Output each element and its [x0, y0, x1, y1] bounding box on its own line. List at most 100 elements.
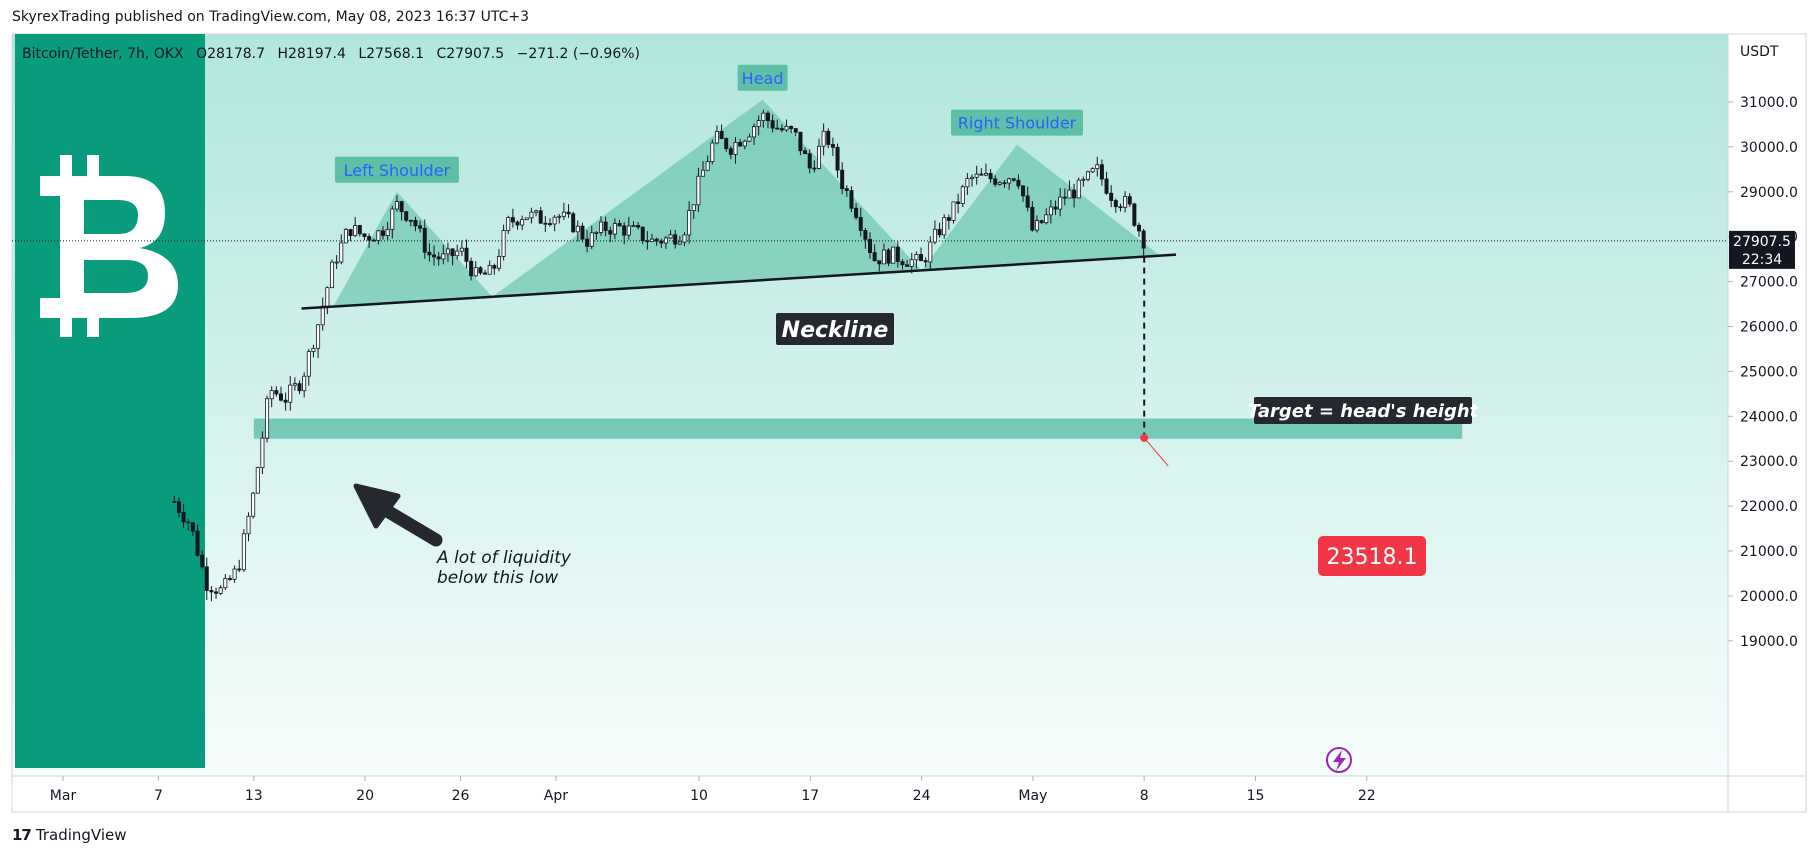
right-shoulder-label[interactable]: Right Shoulder [951, 109, 1083, 136]
candle [598, 216, 603, 236]
current-price-tag: 27907.5 22:34 [1729, 230, 1795, 269]
candle [1104, 171, 1109, 195]
candle [1123, 191, 1128, 213]
candle [608, 226, 613, 243]
head-label[interactable]: Head [737, 64, 788, 91]
candle [181, 503, 186, 528]
candle [812, 160, 817, 173]
open-value: O28178.7 [196, 46, 265, 62]
candle [585, 229, 590, 253]
candle [1030, 201, 1035, 232]
price-tick-label: 31000.0 [1740, 95, 1798, 111]
time-tick-label: 15 [1247, 788, 1265, 804]
candle [506, 215, 511, 234]
target-label[interactable]: Target = head's height [1248, 397, 1480, 424]
time-tick-label: 24 [913, 788, 931, 804]
candle [654, 237, 659, 246]
candle [756, 115, 761, 136]
liquidity-note-line2: below this low [437, 568, 558, 588]
price-tick-label: 24000.0 [1740, 409, 1798, 425]
candle [789, 125, 794, 134]
candle [580, 222, 585, 243]
candle [334, 255, 339, 269]
candle [854, 203, 859, 220]
candle [376, 229, 381, 245]
candle [951, 201, 956, 224]
candle [923, 257, 928, 267]
candle [626, 216, 631, 240]
candle [566, 204, 571, 218]
neckline[interactable] [301, 253, 1177, 310]
candle [636, 222, 641, 230]
price-tick-label: 23000.0 [1740, 454, 1798, 470]
candle [408, 219, 413, 227]
candle [668, 229, 673, 239]
head-and-shoulders-pattern[interactable] [333, 99, 1161, 307]
candle [1132, 202, 1137, 228]
candle [571, 211, 576, 234]
publisher-line: SkyrexTrading published on TradingView.c… [12, 9, 530, 25]
time-tick-label: 20 [356, 788, 374, 804]
candle [1007, 177, 1012, 190]
candle [946, 214, 951, 230]
left-shoulder-label[interactable]: Left Shoulder [334, 156, 459, 183]
svg-text:Head: Head [742, 69, 784, 88]
candle [399, 200, 404, 221]
time-axis[interactable]: Mar 7 13 20 26 Apr 10 17 24 May 8 15 22 [50, 776, 1376, 804]
target-price-badge[interactable]: 23518.1 [1318, 536, 1426, 576]
candle [1090, 167, 1095, 173]
price-tick-label: 19000.0 [1740, 634, 1798, 650]
tradingview-brand: TradingView [35, 826, 127, 844]
candle [209, 586, 214, 602]
candle [445, 242, 450, 263]
symbol-legend: Bitcoin/Tether, 7h, OKX O28178.7 H28197.… [22, 46, 640, 62]
candle [260, 431, 265, 474]
chart[interactable]: Left Shoulder Head Right Shoulder Neckli… [0, 0, 1814, 820]
candle [552, 214, 557, 232]
liquidity-zone[interactable] [253, 418, 1463, 439]
candle [575, 220, 580, 242]
candle [381, 226, 386, 240]
candle [265, 395, 270, 443]
candle [997, 181, 1002, 186]
candle [752, 123, 757, 146]
candle [534, 209, 539, 217]
candle [385, 221, 390, 240]
candle [1085, 170, 1090, 182]
candle [775, 119, 780, 130]
candle [687, 201, 692, 244]
candle [803, 147, 808, 155]
tradingview-footer[interactable]: 17 TradingView [12, 826, 127, 844]
neckline-label[interactable]: Neckline [776, 313, 894, 345]
price-axis[interactable]: 31000.030000.029000.028000.027000.026000… [1728, 95, 1798, 650]
candle [204, 557, 209, 601]
candle [877, 260, 882, 272]
candle [677, 235, 682, 246]
lightning-event-icon[interactable] [1326, 747, 1352, 773]
candle [176, 497, 181, 518]
candle [1113, 198, 1118, 213]
candle [1034, 215, 1039, 233]
candle [418, 220, 423, 233]
candle [316, 323, 321, 359]
candle [849, 186, 854, 213]
candle [223, 574, 228, 591]
candle [900, 259, 905, 270]
candle [529, 207, 534, 224]
candle [881, 243, 886, 265]
candle [190, 522, 195, 537]
candle [659, 238, 664, 249]
candles-group [172, 109, 1146, 602]
time-tick-label: 17 [801, 788, 819, 804]
candle [1067, 180, 1072, 199]
candle [993, 175, 998, 187]
time-tick-label: 10 [690, 788, 708, 804]
price-tick-label: 25000.0 [1740, 364, 1798, 380]
candle [937, 222, 942, 238]
liquidity-arrow[interactable] [353, 483, 443, 547]
candle [742, 139, 747, 150]
candle [1048, 199, 1053, 224]
candle [227, 575, 232, 581]
candle [663, 235, 668, 249]
candle [784, 119, 789, 132]
